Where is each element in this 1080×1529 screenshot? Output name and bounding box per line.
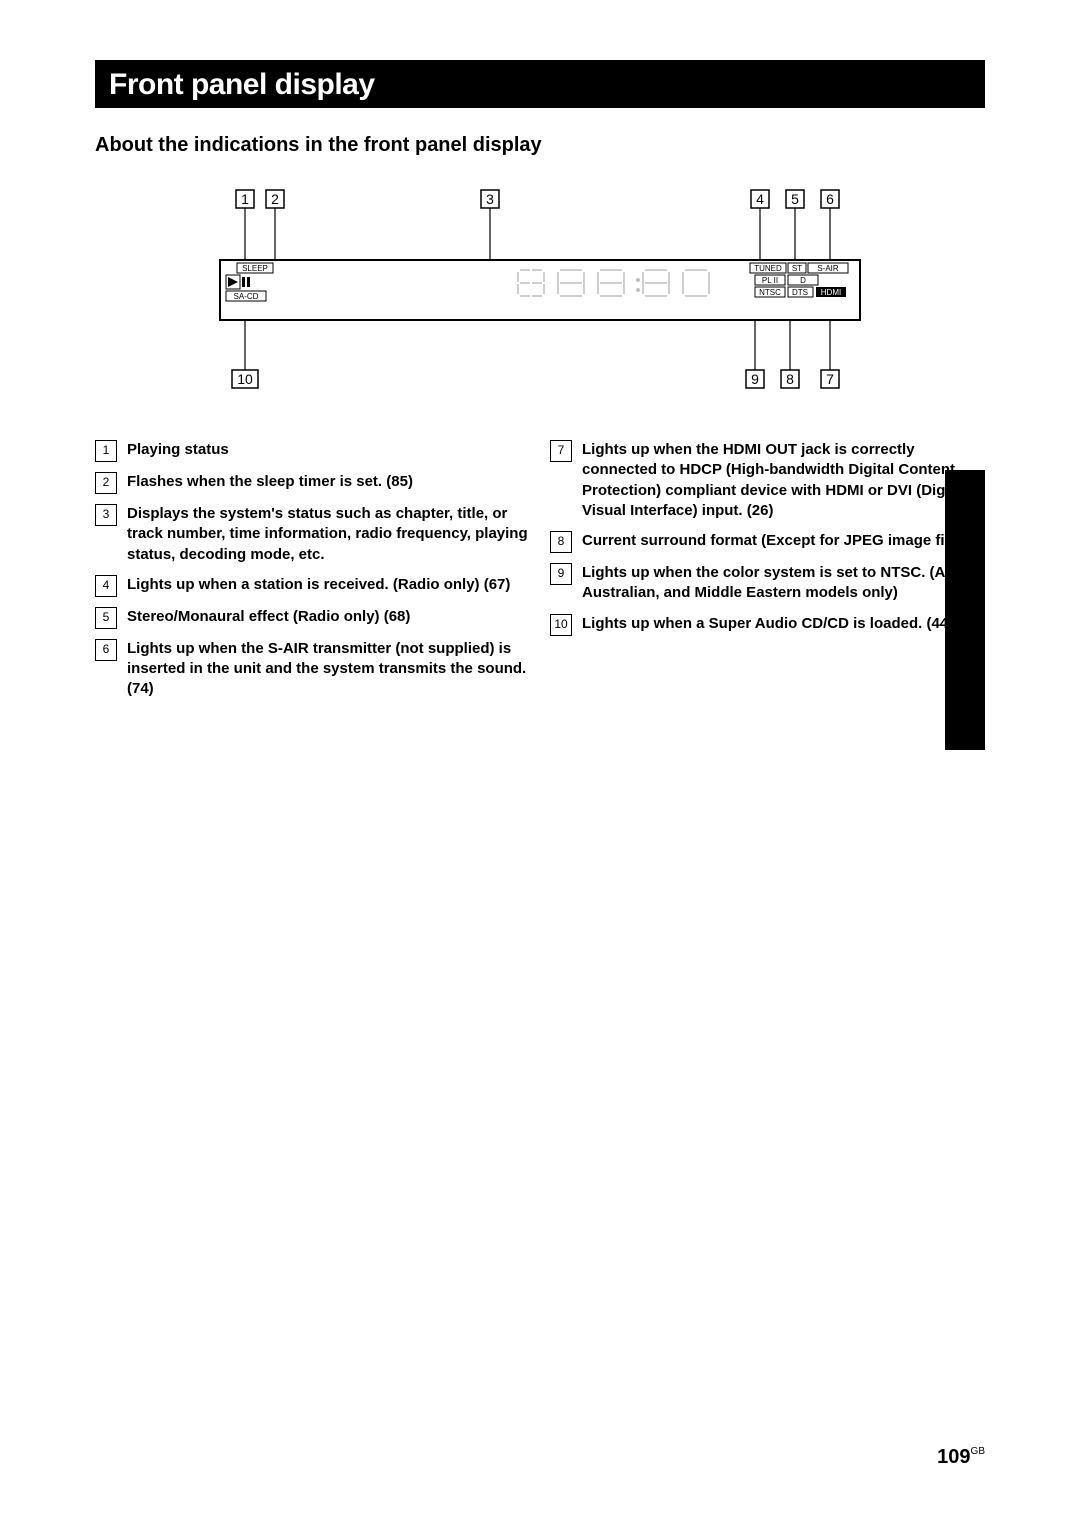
description-text: Lights up when a Super Audio CD/CD is lo… <box>582 614 985 636</box>
callout-number: 8 <box>550 531 572 553</box>
side-section-label: Additional Information <box>954 490 972 661</box>
description-item: 5 Stereo/Monaural effect (Radio only) (68… <box>95 607 530 629</box>
svg-text:ST: ST <box>792 264 802 273</box>
description-right-column: 7 Lights up when the HDMI OUT jack is cor… <box>550 440 985 710</box>
svg-text:PL II: PL II <box>762 276 778 285</box>
svg-text:S-AIR: S-AIR <box>817 264 839 273</box>
svg-text:2: 2 <box>271 191 279 207</box>
callout-number: 2 <box>95 472 117 494</box>
callout-number: 9 <box>550 563 572 585</box>
svg-text:SLEEP: SLEEP <box>242 264 268 273</box>
svg-text:6: 6 <box>826 191 834 207</box>
description-item: 9 Lights up when the color system is set … <box>550 563 985 604</box>
svg-text:D: D <box>800 276 806 285</box>
svg-text:10: 10 <box>237 371 253 387</box>
description-item: 1 Playing status <box>95 440 530 462</box>
callout-number: 10 <box>550 614 572 636</box>
svg-text:7: 7 <box>826 371 834 387</box>
description-item: 8 Current surround format (Except for JPE… <box>550 531 985 553</box>
description-item: 7 Lights up when the HDMI OUT jack is cor… <box>550 440 985 521</box>
description-item: 10 Lights up when a Super Audio CD/CD is … <box>550 614 985 636</box>
svg-text:SA-CD: SA-CD <box>234 292 259 301</box>
description-text: Lights up when the color system is set t… <box>582 563 985 604</box>
svg-text:TUNED: TUNED <box>754 264 782 273</box>
subheading: About the indications in the front panel… <box>95 134 985 157</box>
callout-number: 5 <box>95 607 117 629</box>
callout-number: 4 <box>95 575 117 597</box>
description-item: 3 Displays the system's status such as ch… <box>95 504 530 565</box>
callout-number: 7 <box>550 440 572 462</box>
callout-number: 3 <box>95 504 117 526</box>
svg-text:NTSC: NTSC <box>759 288 781 297</box>
svg-text:DTS: DTS <box>792 288 808 297</box>
svg-text:5: 5 <box>791 191 799 207</box>
callout-number: 6 <box>95 639 117 661</box>
description-text: Displays the system's status such as cha… <box>127 504 530 565</box>
svg-text:8: 8 <box>786 371 794 387</box>
description-text: Lights up when a station is received. (R… <box>127 575 530 597</box>
svg-text:9: 9 <box>751 371 759 387</box>
description-item: 4 Lights up when a station is received. (… <box>95 575 530 597</box>
svg-text:HDMI: HDMI <box>821 288 841 297</box>
description-text: Flashes when the sleep timer is set. (85… <box>127 472 530 494</box>
page-number: 109GB <box>937 1446 985 1469</box>
svg-text:1: 1 <box>241 191 249 207</box>
svg-text:3: 3 <box>486 191 494 207</box>
description-left-column: 1 Playing status 2 Flashes when the sleep t… <box>95 440 530 710</box>
description-item: 2 Flashes when the sleep timer is set. (8… <box>95 472 530 494</box>
description-text: Playing status <box>127 440 530 462</box>
description-text: Lights up when the HDMI OUT jack is corr… <box>582 440 985 521</box>
front-panel-diagram: SLEEP SA-CD TUNED ST <box>190 185 890 410</box>
description-item: 6 Lights up when the S-AIR transmitter (n… <box>95 639 530 700</box>
page-header: Front panel display <box>95 60 985 108</box>
description-text: Stereo/Monaural effect (Radio only) (68) <box>127 607 530 629</box>
callout-number: 1 <box>95 440 117 462</box>
svg-text:4: 4 <box>756 191 764 207</box>
description-text: Current surround format (Except for JPEG… <box>582 531 985 553</box>
description-text: Lights up when the S-AIR transmitter (no… <box>127 639 530 700</box>
